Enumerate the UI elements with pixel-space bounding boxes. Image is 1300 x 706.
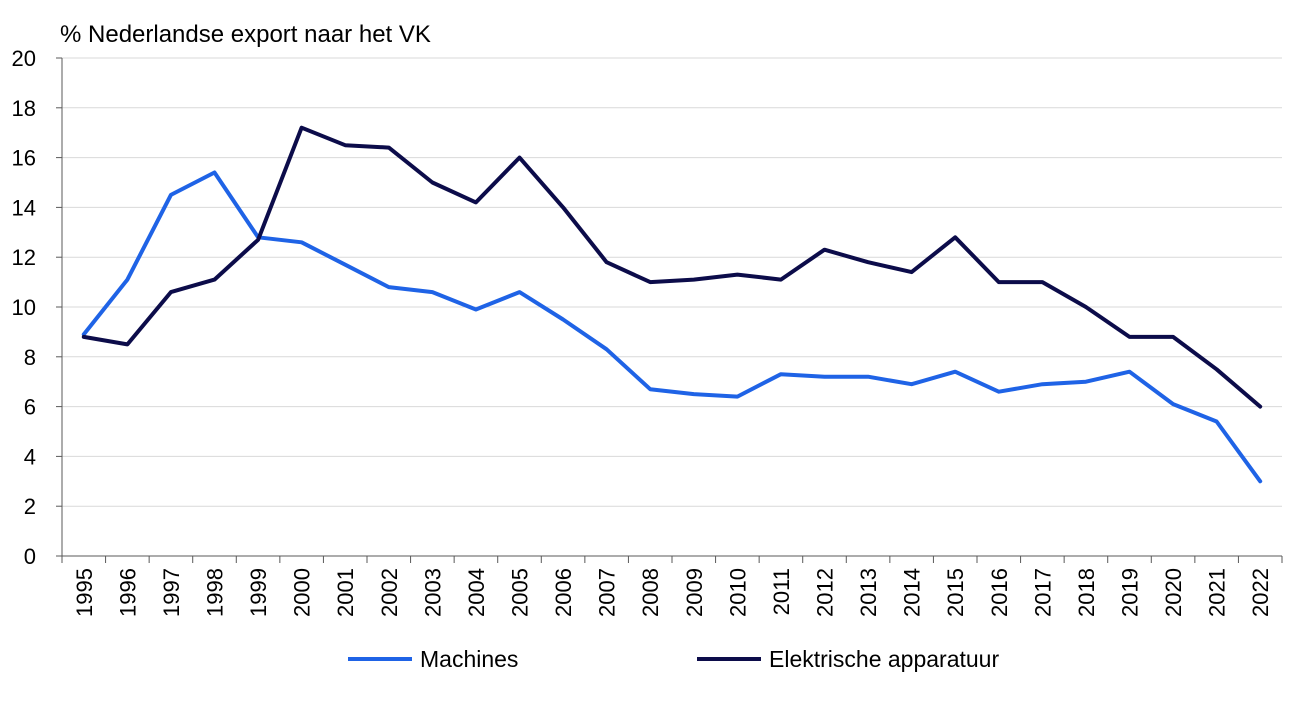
y-axis-label: % Nederlandse export naar het VK xyxy=(60,21,431,48)
x-tick-label: 2015 xyxy=(943,568,968,617)
x-tick-label: 2004 xyxy=(464,568,489,617)
y-tick-label: 18 xyxy=(12,96,36,121)
x-tick-label: 2013 xyxy=(856,568,881,617)
x-tick-label: 2014 xyxy=(900,568,925,617)
series-line-machines xyxy=(81,170,1263,484)
legend-label-machines: Machines xyxy=(420,646,518,672)
x-tick-label: 1996 xyxy=(115,568,140,617)
y-tick-label: 4 xyxy=(24,444,36,469)
x-tick-label: 2001 xyxy=(333,568,358,617)
y-tick-label: 10 xyxy=(12,295,36,320)
x-tick-label: 2007 xyxy=(595,568,620,617)
y-tick-label: 8 xyxy=(24,345,36,370)
x-tick-label: 2018 xyxy=(1074,568,1099,617)
y-tick-label: 2 xyxy=(24,494,36,519)
x-tick-label: 1998 xyxy=(203,568,228,617)
y-tick-label: 12 xyxy=(12,245,36,270)
legend: Machines Elektrische apparatuur xyxy=(348,646,999,672)
x-tick-label: 2012 xyxy=(813,568,838,617)
x-tick-label: 2010 xyxy=(725,568,750,617)
x-tick-label: 2017 xyxy=(1030,568,1055,617)
x-tick-label: 1995 xyxy=(72,568,97,617)
y-tick-labels: 0 2 4 6 8 10 12 14 16 18 20 xyxy=(12,46,36,569)
y-tick-label: 0 xyxy=(24,544,36,569)
x-tick-labels: 1995 1996 1997 1998 1999 2000 2001 2002 2003 2004… xyxy=(72,568,1273,617)
x-tick-label: 2008 xyxy=(638,568,663,617)
x-tick-label: 1997 xyxy=(159,568,184,617)
x-tick-label: 2009 xyxy=(682,568,707,617)
axes xyxy=(56,57,1283,563)
legend-label-elektrische-apparatuur: Elektrische apparatuur xyxy=(769,646,999,672)
y-tick-label: 16 xyxy=(12,146,36,171)
x-tick-label: 2011 xyxy=(769,568,794,615)
x-tick-label: 2022 xyxy=(1248,568,1273,617)
x-tick-label: 2003 xyxy=(420,568,445,617)
x-tick-label: 2016 xyxy=(987,568,1012,617)
x-tick-label: 2019 xyxy=(1118,568,1143,617)
x-tick-label: 1999 xyxy=(246,568,271,617)
y-tick-label: 14 xyxy=(12,195,36,220)
series-line-elektrische-apparatuur xyxy=(81,125,1263,409)
x-tick-label: 2005 xyxy=(508,568,533,617)
x-tick-label: 2020 xyxy=(1161,568,1186,617)
y-tick-label: 6 xyxy=(24,395,36,420)
x-tick-label: 2006 xyxy=(551,568,576,617)
x-tick-label: 2000 xyxy=(290,568,315,617)
gridlines xyxy=(62,57,1282,507)
x-tick-label: 2021 xyxy=(1205,568,1230,617)
series-lines xyxy=(81,125,1263,484)
x-tick-label: 2002 xyxy=(377,568,402,617)
y-tick-label: 20 xyxy=(12,46,36,71)
